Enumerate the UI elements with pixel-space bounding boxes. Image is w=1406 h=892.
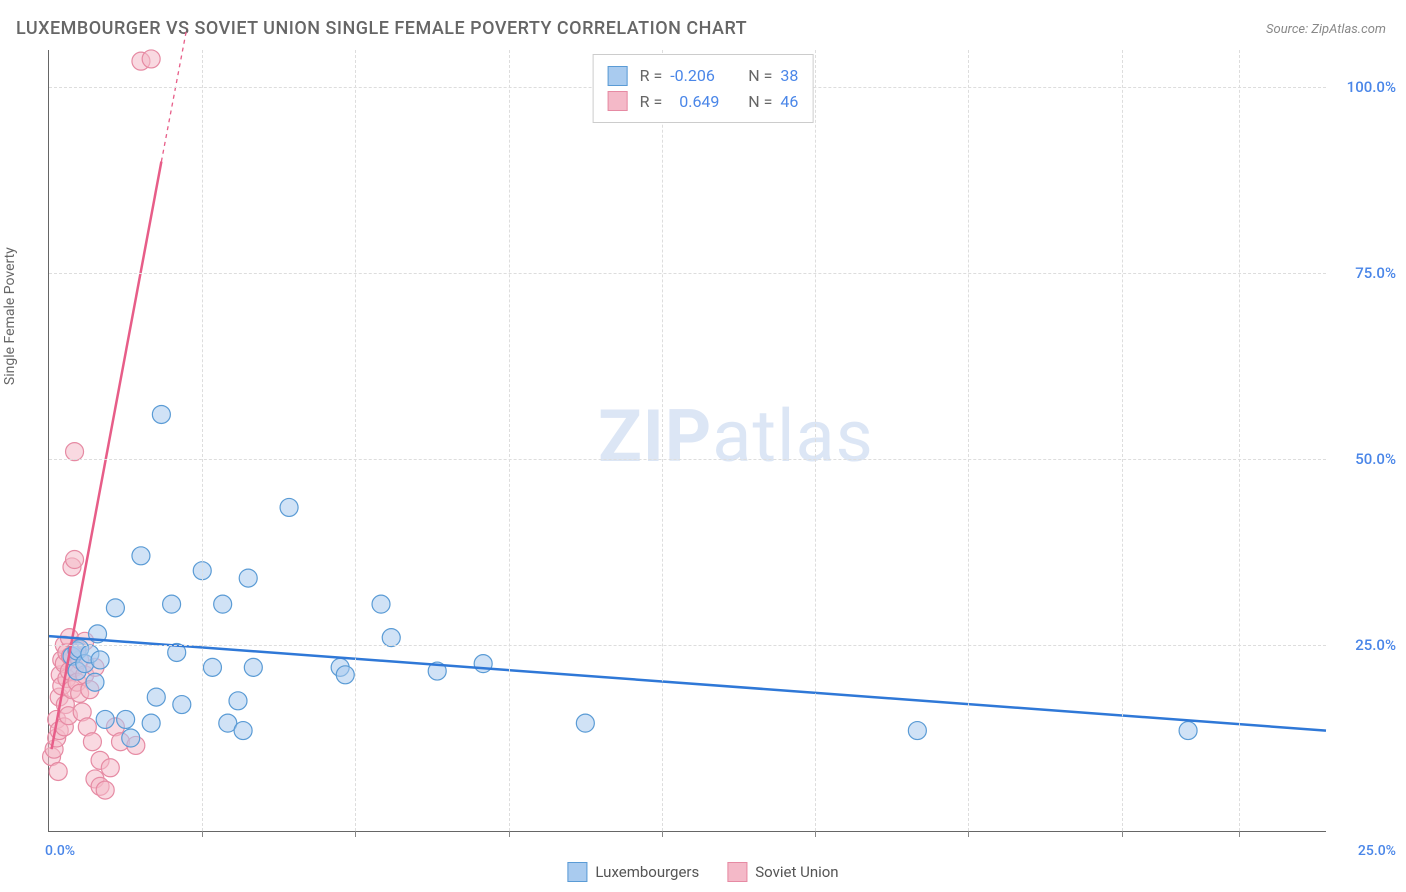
swatch-blue [608, 66, 628, 86]
chart-plot-area: ZIPatlas 25.0%50.0%75.0%100.0%0.0%25.0% [48, 50, 1326, 832]
correlation-stats-legend: R = -0.206 N = 38 R = 0.649 N = 46 [593, 54, 814, 123]
chart-title: LUXEMBOURGER VS SOVIET UNION SINGLE FEMA… [16, 18, 747, 39]
y-tick-label: 50.0% [1355, 450, 1396, 468]
scatter-plot-svg [49, 50, 1326, 831]
stats-row-pink: R = 0.649 N = 46 [608, 89, 799, 115]
y-tick-label: 25.0% [1355, 636, 1396, 654]
series-legend: Luxembourgers Soviet Union [567, 862, 838, 882]
legend-item-soviet: Soviet Union [727, 862, 838, 882]
y-axis-label: Single Female Poverty [2, 247, 18, 385]
swatch-pink [727, 862, 747, 882]
legend-item-luxembourgers: Luxembourgers [567, 862, 699, 882]
y-tick-label: 75.0% [1355, 264, 1396, 282]
source-attribution: Source: ZipAtlas.com [1266, 22, 1386, 37]
swatch-blue [567, 862, 587, 882]
stats-row-blue: R = -0.206 N = 38 [608, 63, 799, 89]
y-tick-label: 100.0% [1347, 78, 1396, 96]
x-tick-label: 25.0% [1358, 843, 1396, 859]
swatch-pink [608, 91, 628, 111]
x-tick-label: 0.0% [45, 843, 75, 859]
